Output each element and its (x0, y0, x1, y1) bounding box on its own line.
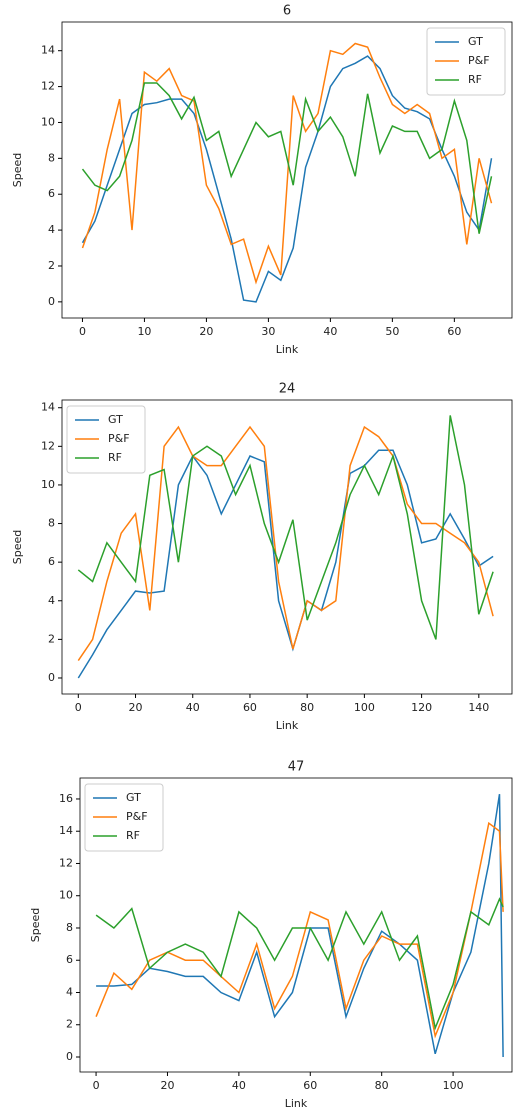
x-tick-label: 120 (411, 701, 432, 714)
x-tick-label: 10 (137, 325, 151, 338)
x-tick-label: 140 (468, 701, 489, 714)
legend-frame (426, 27, 506, 96)
legend-frame (66, 405, 146, 474)
chart-title: 6 (283, 4, 291, 19)
axes-frame (61, 399, 513, 695)
x-tick-label: 60 (243, 701, 257, 714)
x-tick-label: 20 (160, 1079, 174, 1092)
x-axis-label: Link (276, 719, 299, 732)
x-tick-label: 60 (447, 325, 461, 338)
legend-label: P&F (468, 54, 490, 67)
series-line (77, 425, 494, 662)
y-tick-label: 8 (48, 517, 55, 530)
y-tick-label: 10 (59, 889, 73, 902)
x-tick-label: 40 (323, 325, 337, 338)
x-tick-label: 30 (261, 325, 275, 338)
y-tick-label: 0 (48, 671, 55, 684)
x-tick-label: 60 (303, 1079, 317, 1092)
y-tick-label: 14 (41, 401, 55, 414)
x-tick-label: 100 (354, 701, 375, 714)
y-tick-label: 4 (48, 223, 55, 236)
x-tick-label: 20 (129, 701, 143, 714)
legend-label: RF (126, 829, 140, 842)
legend-label: P&F (126, 810, 148, 823)
y-tick-label: 0 (66, 1050, 73, 1063)
x-tick-label: 0 (79, 325, 86, 338)
legend: GT P&F RF (66, 405, 146, 474)
series-line (81, 42, 493, 285)
y-tick-label: 10 (41, 115, 55, 128)
legend: GT P&F RF (84, 783, 164, 852)
x-tick-label: 50 (385, 325, 399, 338)
legend-label: P&F (108, 432, 130, 445)
legend-label: RF (468, 73, 482, 86)
subplot: 6 Link Speed 0 10 20 30 40 50 60 0 2 4 6 8 10 12 14 GT P&F R… (11, 4, 513, 356)
y-axis-label: Speed (11, 530, 24, 564)
legend-label: GT (108, 413, 123, 426)
x-tick-label: 80 (375, 1079, 389, 1092)
x-tick-label: 0 (93, 1079, 100, 1092)
x-tick-label: 20 (199, 325, 213, 338)
chart-title: 47 (288, 760, 305, 775)
x-axis-label: Link (285, 1097, 308, 1110)
x-tick-label: 0 (75, 701, 82, 714)
axes-frame (61, 21, 513, 319)
legend-label: GT (126, 791, 141, 804)
series-line (81, 82, 493, 234)
series-line (77, 449, 494, 679)
y-tick-label: 4 (66, 985, 73, 998)
legend-label: RF (108, 451, 122, 464)
y-tick-label: 12 (59, 856, 73, 869)
series-line (81, 55, 493, 303)
series-line (95, 897, 504, 1031)
y-tick-label: 6 (66, 953, 73, 966)
axes-frame (79, 777, 513, 1073)
y-tick-label: 2 (66, 1018, 73, 1031)
legend-label: GT (468, 35, 483, 48)
y-tick-label: 6 (48, 187, 55, 200)
x-tick-label: 40 (186, 701, 200, 714)
y-tick-label: 16 (59, 792, 73, 805)
y-axis-label: Speed (11, 153, 24, 187)
x-tick-label: 100 (443, 1079, 464, 1092)
y-tick-label: 2 (48, 259, 55, 272)
legend: GT P&F RF (426, 27, 506, 96)
y-tick-label: 12 (41, 439, 55, 452)
series-line (77, 415, 494, 640)
y-tick-label: 2 (48, 632, 55, 645)
x-axis-label: Link (276, 343, 299, 356)
y-tick-label: 10 (41, 478, 55, 491)
subplot: 47 Link Speed 0 20 40 60 80 100 0 2 4 6 8 10 12 14 16 GT P&… (29, 760, 513, 1110)
chart-title: 24 (279, 382, 296, 397)
x-tick-label: 80 (300, 701, 314, 714)
y-tick-label: 6 (48, 555, 55, 568)
y-tick-label: 8 (66, 921, 73, 934)
y-tick-label: 4 (48, 594, 55, 607)
y-tick-label: 12 (41, 80, 55, 93)
y-tick-label: 0 (48, 295, 55, 308)
y-tick-label: 8 (48, 151, 55, 164)
y-tick-label: 14 (41, 44, 55, 57)
series-line (95, 821, 504, 1039)
x-tick-label: 40 (232, 1079, 246, 1092)
y-axis-label: Speed (29, 908, 42, 942)
legend-frame (84, 783, 164, 852)
y-tick-label: 14 (59, 824, 73, 837)
